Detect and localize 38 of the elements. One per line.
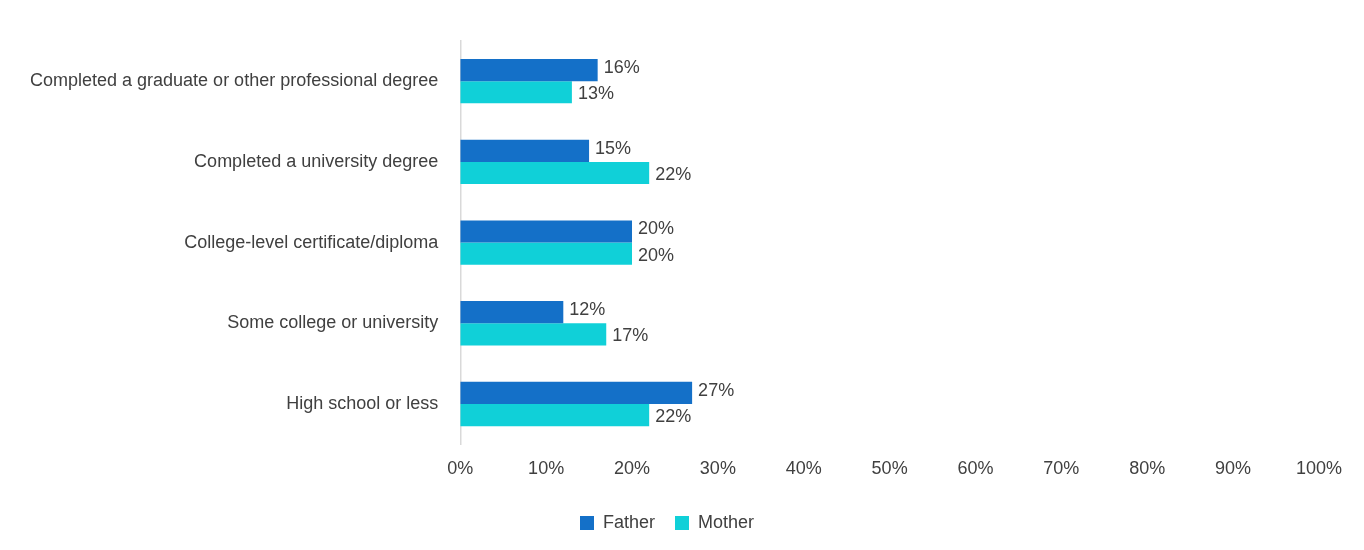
data-label: 20% xyxy=(638,244,675,265)
data-label: 22% xyxy=(655,406,692,427)
x-tick-label: 10% xyxy=(528,458,565,479)
data-label: 12% xyxy=(569,299,606,320)
data-label: 27% xyxy=(698,379,735,400)
data-label: 22% xyxy=(655,163,692,184)
x-tick-label: 40% xyxy=(785,458,822,479)
x-tick-label: 30% xyxy=(699,458,736,479)
x-tick-label: 50% xyxy=(871,458,908,479)
bar xyxy=(460,323,607,346)
bar xyxy=(460,301,564,324)
data-label: 20% xyxy=(638,218,675,239)
y-tick-label: Some college or university xyxy=(227,312,439,333)
x-tick-label: 80% xyxy=(1129,458,1166,479)
data-label: 15% xyxy=(595,137,632,158)
data-label: 16% xyxy=(603,57,640,78)
bar xyxy=(460,58,598,82)
x-tick-label: 20% xyxy=(613,458,651,479)
y-tick-label: Completed a university degree xyxy=(194,150,439,171)
data-label: 17% xyxy=(612,325,649,346)
bar xyxy=(460,381,693,405)
x-tick-label: 90% xyxy=(1215,458,1252,479)
y-tick-label: Completed a graduate or other professional degree xyxy=(30,70,439,91)
bar xyxy=(460,242,633,265)
legend-label: Mother xyxy=(698,511,755,532)
bar xyxy=(460,161,650,185)
x-tick-label: 60% xyxy=(957,458,994,479)
x-tick-label: 0% xyxy=(447,458,474,479)
bar xyxy=(460,139,590,162)
x-tick-label: 70% xyxy=(1043,458,1080,479)
x-tick-label: 100% xyxy=(1295,458,1342,479)
y-tick-label: College-level certificate/diploma xyxy=(184,231,440,252)
legend-label: Father xyxy=(602,511,656,532)
bar xyxy=(460,404,650,427)
data-label: 13% xyxy=(577,83,614,104)
bar xyxy=(460,81,572,104)
y-tick-label: High school or less xyxy=(286,393,439,414)
bar xyxy=(460,220,633,243)
